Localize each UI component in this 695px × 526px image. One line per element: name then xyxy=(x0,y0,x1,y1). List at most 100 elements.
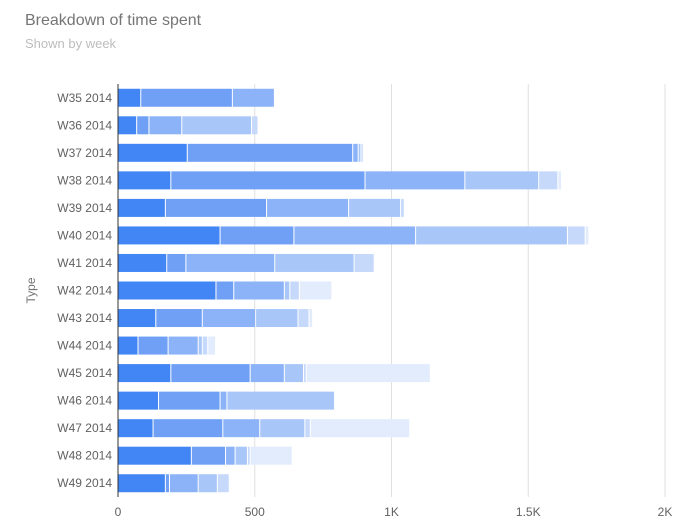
bar-segment xyxy=(416,226,567,245)
bar-segment xyxy=(217,474,229,493)
x-tick-label: 2K xyxy=(658,505,673,519)
bar-segment xyxy=(118,171,171,190)
bar-segment xyxy=(220,226,294,245)
bar-segment xyxy=(539,171,558,190)
y-tick-label: W46 2014 xyxy=(57,394,112,408)
bar-segment xyxy=(182,116,252,135)
bar-segment xyxy=(284,364,303,383)
bar-segment xyxy=(358,143,361,162)
bar-segment xyxy=(118,143,187,162)
bar-segment xyxy=(118,446,191,465)
bar-segment xyxy=(361,143,363,162)
bar-segment xyxy=(585,226,589,245)
bar-segment xyxy=(305,419,310,438)
y-axis-title: Type xyxy=(24,277,38,303)
bar-segment xyxy=(118,336,138,355)
y-tick-label: W37 2014 xyxy=(57,146,112,160)
bar-segment xyxy=(267,198,349,217)
bar-segment xyxy=(234,281,284,300)
bar-segment xyxy=(303,364,306,383)
x-tick-label: 0 xyxy=(115,505,122,519)
bar-segment xyxy=(118,391,159,410)
bar-segment xyxy=(198,474,217,493)
bar-segment xyxy=(169,474,198,493)
x-tick-label: 500 xyxy=(245,505,265,519)
bar-segment xyxy=(118,309,156,328)
y-tick-label: W42 2014 xyxy=(57,284,112,298)
bar-segment xyxy=(165,198,267,217)
bar-segment xyxy=(118,88,141,107)
bar-segment xyxy=(168,336,198,355)
y-tick-label: W45 2014 xyxy=(57,366,112,380)
bar-segment xyxy=(118,364,171,383)
bar-segment xyxy=(250,446,292,465)
bar-segment xyxy=(252,116,258,135)
bar-segment xyxy=(118,474,165,493)
bar-segment xyxy=(227,391,335,410)
bar-segment xyxy=(198,336,202,355)
bar-segment xyxy=(567,226,585,245)
bar-segment xyxy=(202,309,256,328)
bar-segment xyxy=(250,364,284,383)
bar-segment xyxy=(247,446,250,465)
y-tick-label: W49 2014 xyxy=(57,476,112,490)
bar-segment xyxy=(202,336,208,355)
bar-segment xyxy=(187,143,353,162)
bar-segment xyxy=(118,198,165,217)
bar-segment xyxy=(153,419,223,438)
bar-segment xyxy=(186,253,275,272)
bar-segment xyxy=(401,198,404,217)
bar-segment xyxy=(171,364,250,383)
bar-segment xyxy=(365,171,465,190)
bar-segment xyxy=(167,253,186,272)
x-tick-label: 1K xyxy=(384,505,399,519)
y-tick-label: W38 2014 xyxy=(57,173,112,187)
bar-segment xyxy=(138,336,168,355)
bar-segment xyxy=(465,171,539,190)
bar-segment xyxy=(165,474,169,493)
y-tick-label: W48 2014 xyxy=(57,449,112,463)
bar-segment xyxy=(118,419,153,438)
bar-segment xyxy=(299,281,332,300)
bar-segment xyxy=(159,391,220,410)
bar-segment xyxy=(141,88,232,107)
bar-segment xyxy=(310,419,410,438)
bar-segment xyxy=(260,419,305,438)
bar-segment xyxy=(149,116,182,135)
chart-title: Breakdown of time spent xyxy=(25,12,202,29)
bar-segment xyxy=(118,253,167,272)
bar-segment xyxy=(208,336,216,355)
y-tick-label: W36 2014 xyxy=(57,118,112,132)
bar-segment xyxy=(118,281,216,300)
bar-segment xyxy=(220,391,227,410)
bar-segment xyxy=(294,226,416,245)
bar-segment xyxy=(256,309,298,328)
x-tick-label: 1.5K xyxy=(516,505,541,519)
y-tick-label: W35 2014 xyxy=(57,91,112,105)
bar-segment xyxy=(191,446,226,465)
y-tick-label: W43 2014 xyxy=(57,311,112,325)
y-tick-label: W41 2014 xyxy=(57,256,112,270)
chart-subtitle: Shown by week xyxy=(25,36,117,51)
bar-segment xyxy=(353,143,358,162)
bar-segment xyxy=(558,171,562,190)
bar-segment xyxy=(118,226,220,245)
bar-segment xyxy=(235,446,247,465)
bar-segment xyxy=(298,309,309,328)
bar-segment xyxy=(354,253,374,272)
bar-segment xyxy=(284,281,290,300)
bar-segment xyxy=(216,281,234,300)
y-tick-label: W39 2014 xyxy=(57,201,112,215)
bar-segment xyxy=(306,364,430,383)
y-tick-label: W40 2014 xyxy=(57,228,112,242)
y-tick-label: W44 2014 xyxy=(57,339,112,353)
bar-segment xyxy=(349,198,401,217)
bar-segment xyxy=(226,446,235,465)
bar-segment xyxy=(232,88,274,107)
bar-segment xyxy=(223,419,260,438)
bar-segment xyxy=(137,116,149,135)
bar-segment xyxy=(309,309,313,328)
bar-segment xyxy=(275,253,354,272)
